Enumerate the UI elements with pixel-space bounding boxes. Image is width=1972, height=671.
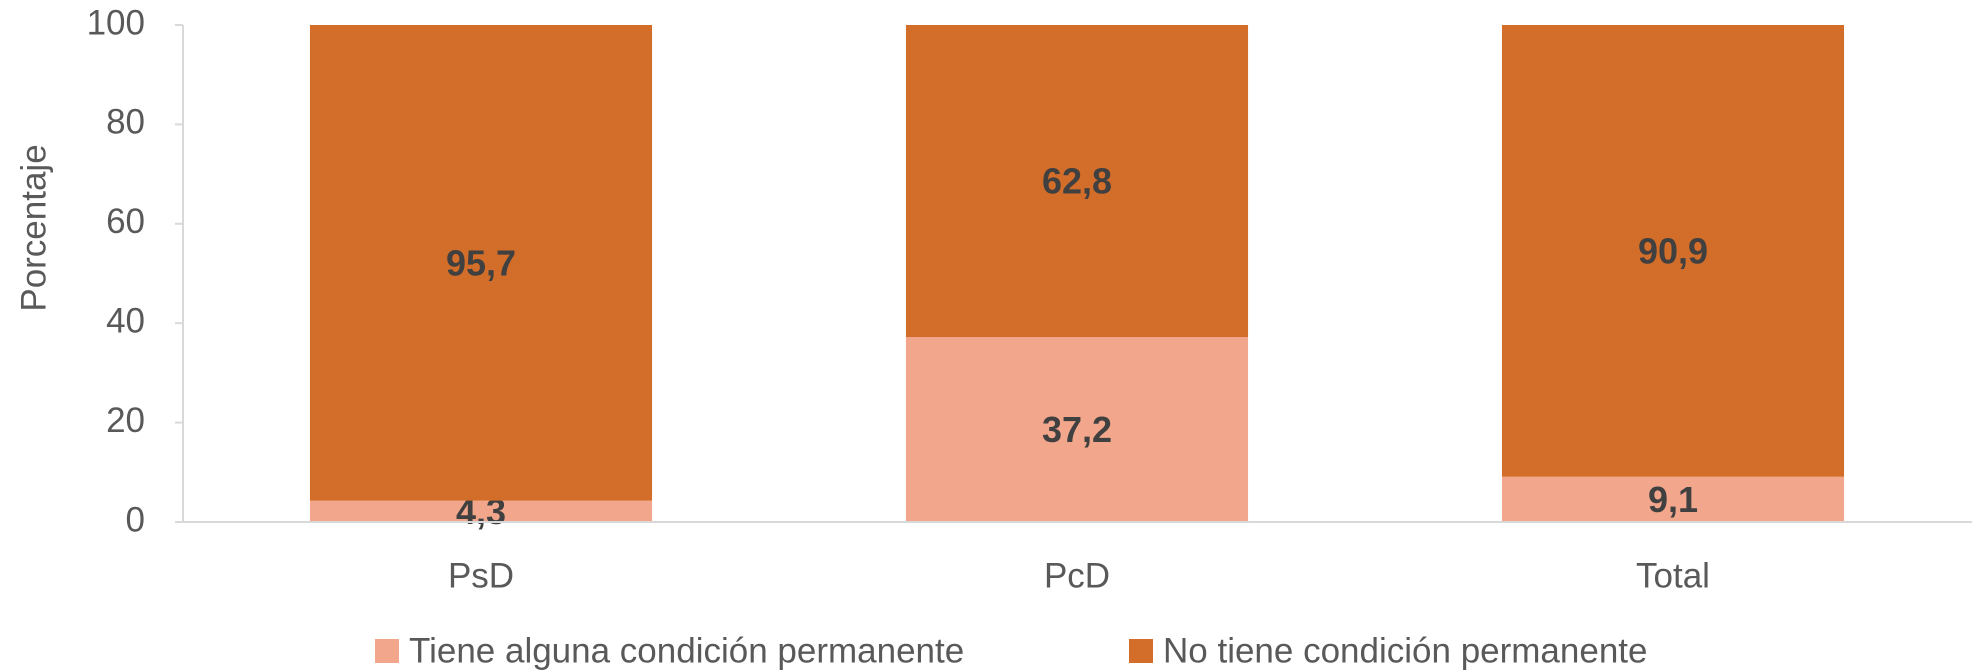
bar-segment	[309, 500, 653, 522]
value-label: 9,1	[1648, 479, 1698, 520]
x-tick-label: Total	[1636, 556, 1710, 595]
x-tick-label: PsD	[448, 556, 514, 595]
legend-swatch	[375, 639, 399, 663]
bar-segment	[905, 25, 1249, 338]
y-tick-label: 100	[87, 3, 145, 42]
legend-label: No tiene condición permanente	[1163, 631, 1647, 670]
value-label: 37,2	[1042, 409, 1112, 450]
value-label: 90,9	[1638, 230, 1708, 271]
y-tick-label: 40	[106, 301, 145, 340]
value-label: 95,7	[446, 242, 516, 283]
y-tick-label: 20	[106, 401, 145, 440]
bar-segment	[309, 25, 653, 501]
bar-segment	[905, 337, 1249, 522]
legend-swatch	[1129, 639, 1153, 663]
y-axis-label: Porcentaje	[14, 144, 53, 311]
bar-segment	[1501, 25, 1845, 477]
y-tick-label: 0	[126, 500, 145, 539]
y-tick-label: 80	[106, 103, 145, 142]
y-tick-label: 60	[106, 202, 145, 241]
bar-segment	[1501, 476, 1845, 522]
legend-label: Tiene alguna condición permanente	[409, 631, 964, 670]
x-tick-label: PcD	[1044, 556, 1110, 595]
value-label: 62,8	[1042, 161, 1112, 202]
